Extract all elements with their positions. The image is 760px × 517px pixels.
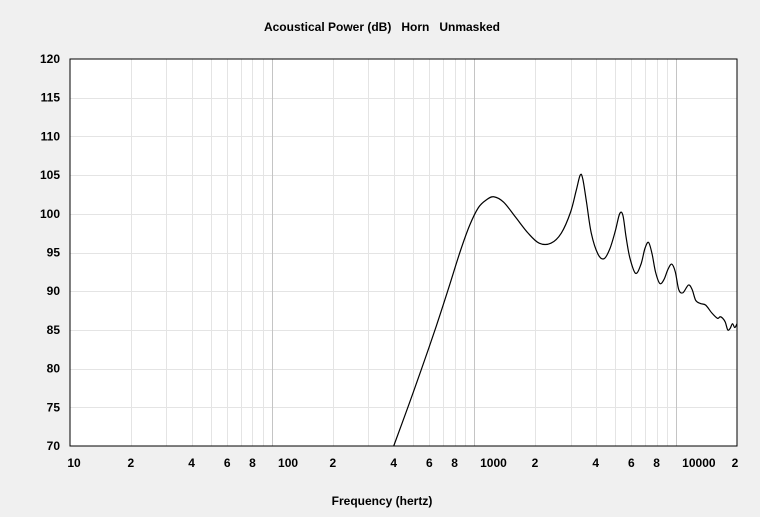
x-tick-label: 6 [224,456,231,470]
x-tick-label: 4 [188,456,195,470]
y-tick-label: 95 [47,246,61,260]
y-tick-label: 85 [47,323,61,337]
plot-area [70,59,737,446]
y-tick-label: 90 [47,284,61,298]
x-tick-label: 4 [390,456,397,470]
series-line [393,173,738,447]
chart-title: Acoustical Power (dB) Horn Unmasked [264,20,500,34]
grid-lines [70,59,737,446]
y-tick-label: 80 [47,362,61,376]
y-tick-label: 75 [47,400,61,414]
y-tick-label: 100 [40,207,60,221]
y-tick-label: 105 [40,168,60,182]
x-tick-label: 6 [426,456,433,470]
x-tick-label: 2 [330,456,337,470]
plot-border [69,58,738,447]
y-tick-label: 120 [40,52,60,66]
x-tick-label: 2 [127,456,134,470]
x-axis-label: Frequency (hertz) [332,494,433,508]
x-tick-label: 8 [451,456,458,470]
x-tick-label: 10 [67,456,81,470]
y-axis-tick-labels: 70 75 80 85 90 95 100 105 110 115 120 [40,52,60,453]
y-tick-label: 115 [41,91,61,105]
x-tick-label: 8 [249,456,256,470]
x-tick-label: 4 [592,456,599,470]
x-tick-label: 2 [532,456,539,470]
x-tick-label: 2 [732,456,739,470]
x-tick-label: 1000 [480,456,507,470]
y-tick-label: 110 [41,129,61,143]
x-tick-label: 10000 [682,456,716,470]
x-axis-tick-labels: 10 2 4 6 8 100 2 4 6 8 1000 2 4 6 8 10000 2 [67,456,738,470]
x-tick-label: 6 [628,456,635,470]
y-tick-label: 70 [47,439,61,453]
x-tick-label: 8 [653,456,660,470]
series-group [393,173,738,447]
x-tick-label: 100 [278,456,298,470]
